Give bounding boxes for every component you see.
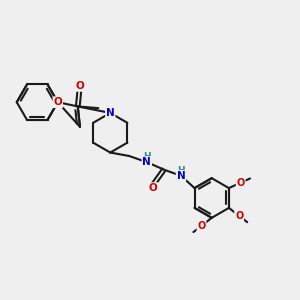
Text: N: N (106, 108, 115, 118)
Text: N: N (142, 157, 151, 167)
Text: O: O (237, 178, 245, 188)
Text: O: O (53, 97, 62, 107)
Text: O: O (197, 221, 206, 231)
Text: H: H (143, 152, 151, 161)
Text: N: N (177, 171, 185, 181)
Text: O: O (75, 81, 84, 91)
Text: O: O (148, 183, 157, 193)
Text: O: O (235, 211, 243, 221)
Text: H: H (177, 166, 185, 175)
